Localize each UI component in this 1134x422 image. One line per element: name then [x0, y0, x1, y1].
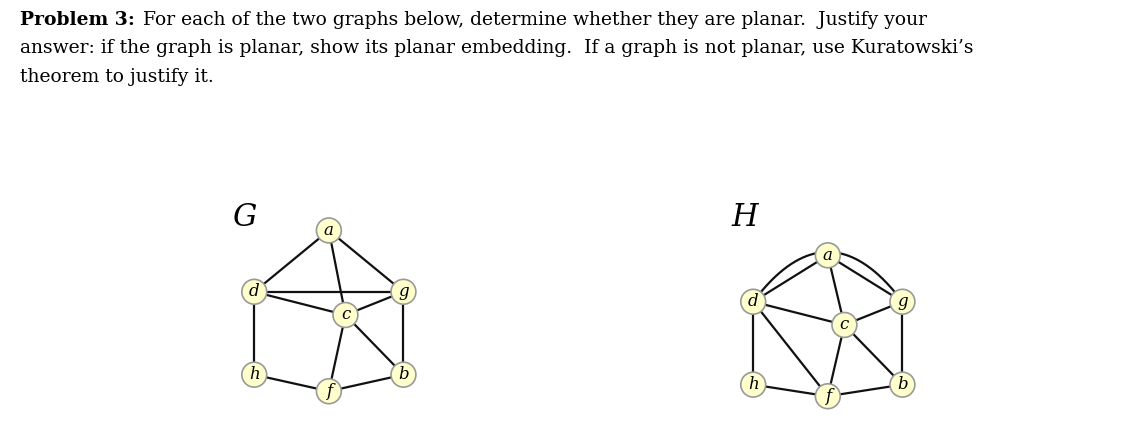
Circle shape: [815, 243, 840, 268]
Circle shape: [890, 372, 915, 397]
Circle shape: [316, 379, 341, 404]
Circle shape: [333, 303, 358, 327]
Text: b: b: [897, 376, 907, 393]
Text: d: d: [748, 293, 759, 310]
Circle shape: [391, 279, 416, 304]
Circle shape: [890, 289, 915, 314]
Text: Problem 3:: Problem 3:: [20, 11, 135, 29]
Circle shape: [815, 384, 840, 408]
Text: a: a: [324, 222, 333, 239]
Text: c: c: [840, 316, 849, 333]
Text: g: g: [398, 283, 408, 300]
Circle shape: [741, 372, 765, 397]
Text: G: G: [232, 202, 257, 233]
Text: c: c: [341, 306, 350, 324]
Circle shape: [391, 362, 416, 387]
Text: a: a: [823, 247, 832, 264]
Text: f: f: [325, 383, 332, 400]
Text: answer: if the graph is planar, show its planar embedding.  If a graph is not pl: answer: if the graph is planar, show its…: [20, 39, 974, 57]
Text: f: f: [824, 388, 831, 405]
Circle shape: [242, 279, 266, 304]
Text: theorem to justify it.: theorem to justify it.: [20, 68, 214, 86]
Text: h: h: [248, 366, 260, 383]
Text: b: b: [398, 366, 408, 383]
Circle shape: [741, 289, 765, 314]
Circle shape: [242, 362, 266, 387]
Text: H: H: [731, 202, 759, 233]
Text: h: h: [747, 376, 759, 393]
Circle shape: [832, 313, 857, 337]
Text: d: d: [249, 283, 260, 300]
Text: g: g: [897, 293, 907, 310]
Circle shape: [316, 218, 341, 243]
Text: For each of the two graphs below, determine whether they are planar.  Justify yo: For each of the two graphs below, determ…: [137, 11, 928, 29]
